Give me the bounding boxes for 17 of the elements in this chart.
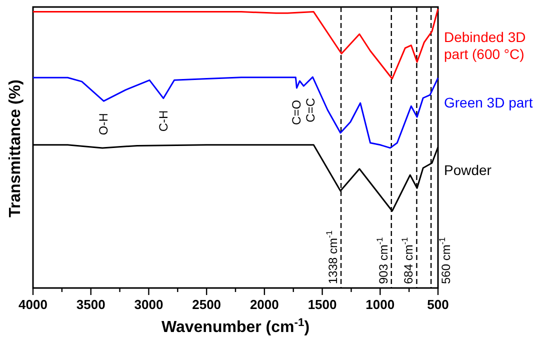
- x-axis-title: Wavenumber (cm$^{-1}$): [161, 317, 310, 336]
- x-tick-label: 4000: [18, 297, 48, 312]
- x-tick-label: 500: [427, 297, 449, 312]
- x-tick-label: 3000: [134, 297, 164, 312]
- x-tick-label: 1000: [366, 297, 395, 312]
- series-label: Green 3D part: [444, 94, 533, 111]
- x-tick-label: 2500: [192, 297, 222, 312]
- series-label: Debinded 3D part (600 °C): [444, 28, 526, 62]
- x-tick-label: 1500: [308, 297, 337, 312]
- annotation: C=C: [304, 98, 318, 122]
- x-tick-label: 3500: [76, 297, 106, 312]
- series-label: Powder: [444, 162, 492, 178]
- annotation: O-H: [96, 113, 111, 136]
- annotation: C-H: [156, 110, 170, 132]
- x-tick-label: 2000: [250, 297, 279, 312]
- annotation: C=O: [290, 100, 304, 125]
- y-axis-title: Transmittance (%): [7, 80, 24, 218]
